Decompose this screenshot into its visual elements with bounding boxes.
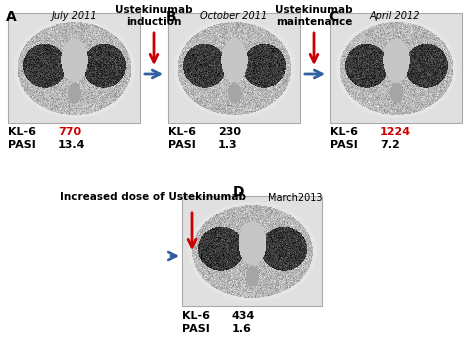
Text: KL-6: KL-6 <box>168 127 196 137</box>
Text: 230: 230 <box>218 127 241 137</box>
Text: PASI: PASI <box>8 140 36 150</box>
Text: Ustekinumab
maintenance: Ustekinumab maintenance <box>275 5 353 26</box>
Text: D: D <box>233 185 245 199</box>
Bar <box>182 196 322 306</box>
Text: 770: 770 <box>58 127 81 137</box>
Bar <box>8 13 140 123</box>
Text: KL-6: KL-6 <box>8 127 36 137</box>
Text: B: B <box>166 10 177 24</box>
Text: KL-6: KL-6 <box>182 311 210 321</box>
Text: 1224: 1224 <box>380 127 411 137</box>
Text: March2013: March2013 <box>268 193 322 203</box>
Bar <box>330 13 462 123</box>
Text: October 2011: October 2011 <box>201 11 268 21</box>
Text: 13.4: 13.4 <box>58 140 85 150</box>
Text: A: A <box>6 10 17 24</box>
Text: Ustekinumab
induction: Ustekinumab induction <box>115 5 193 26</box>
Bar <box>168 13 300 123</box>
Text: PASI: PASI <box>168 140 196 150</box>
Text: 434: 434 <box>232 311 255 321</box>
Text: 7.2: 7.2 <box>380 140 400 150</box>
Text: Increased dose of Ustekinumab: Increased dose of Ustekinumab <box>60 192 246 202</box>
Text: 1.3: 1.3 <box>218 140 237 150</box>
Text: April 2012: April 2012 <box>370 11 420 21</box>
Text: 1.6: 1.6 <box>232 324 252 334</box>
Text: July 2011: July 2011 <box>51 11 97 21</box>
Text: KL-6: KL-6 <box>330 127 358 137</box>
Text: PASI: PASI <box>330 140 358 150</box>
Text: C: C <box>328 10 338 24</box>
Text: PASI: PASI <box>182 324 210 334</box>
